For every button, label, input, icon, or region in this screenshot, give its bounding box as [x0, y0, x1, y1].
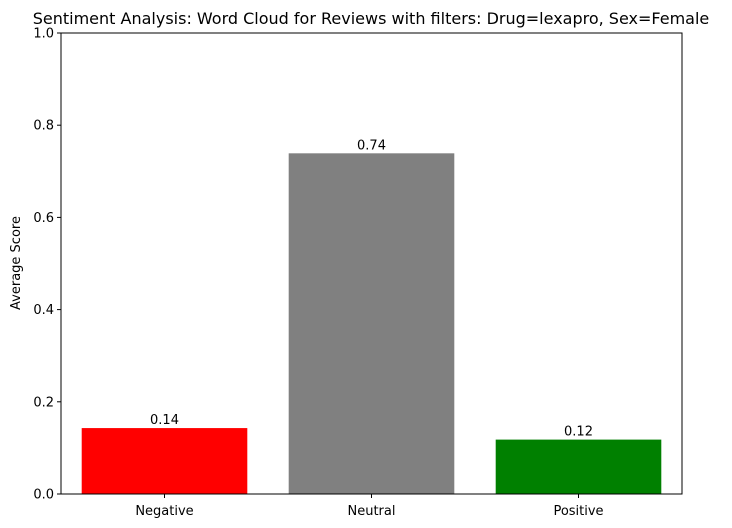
y-tick-label: 0.0 — [33, 488, 54, 503]
data-label-neutral: 0.74 — [357, 138, 386, 153]
y-tick-label: 0.8 — [33, 119, 54, 134]
x-tick-label-negative: Negative — [135, 504, 193, 519]
y-tick-label: 0.6 — [33, 211, 54, 226]
chart-title: Sentiment Analysis: Word Cloud for Revie… — [33, 9, 710, 28]
x-tick-label-neutral: Neutral — [348, 504, 396, 519]
data-label-positive: 0.12 — [564, 425, 593, 440]
bar-neutral — [288, 153, 455, 495]
bar-positive — [495, 439, 662, 494]
y-tick-label: 0.4 — [33, 303, 54, 318]
x-tick-label-positive: Positive — [553, 504, 603, 519]
data-label-negative: 0.14 — [150, 413, 179, 428]
y-tick-label: 1.0 — [33, 27, 54, 42]
bar-negative — [81, 428, 248, 494]
y-tick-label: 0.2 — [33, 395, 54, 410]
plot-area: 0.14 0.74 0.12 0.0 0.2 0.4 0.6 0.8 1.0 Negative Ne… — [33, 27, 683, 519]
y-axis-label: Average Score — [9, 216, 24, 310]
